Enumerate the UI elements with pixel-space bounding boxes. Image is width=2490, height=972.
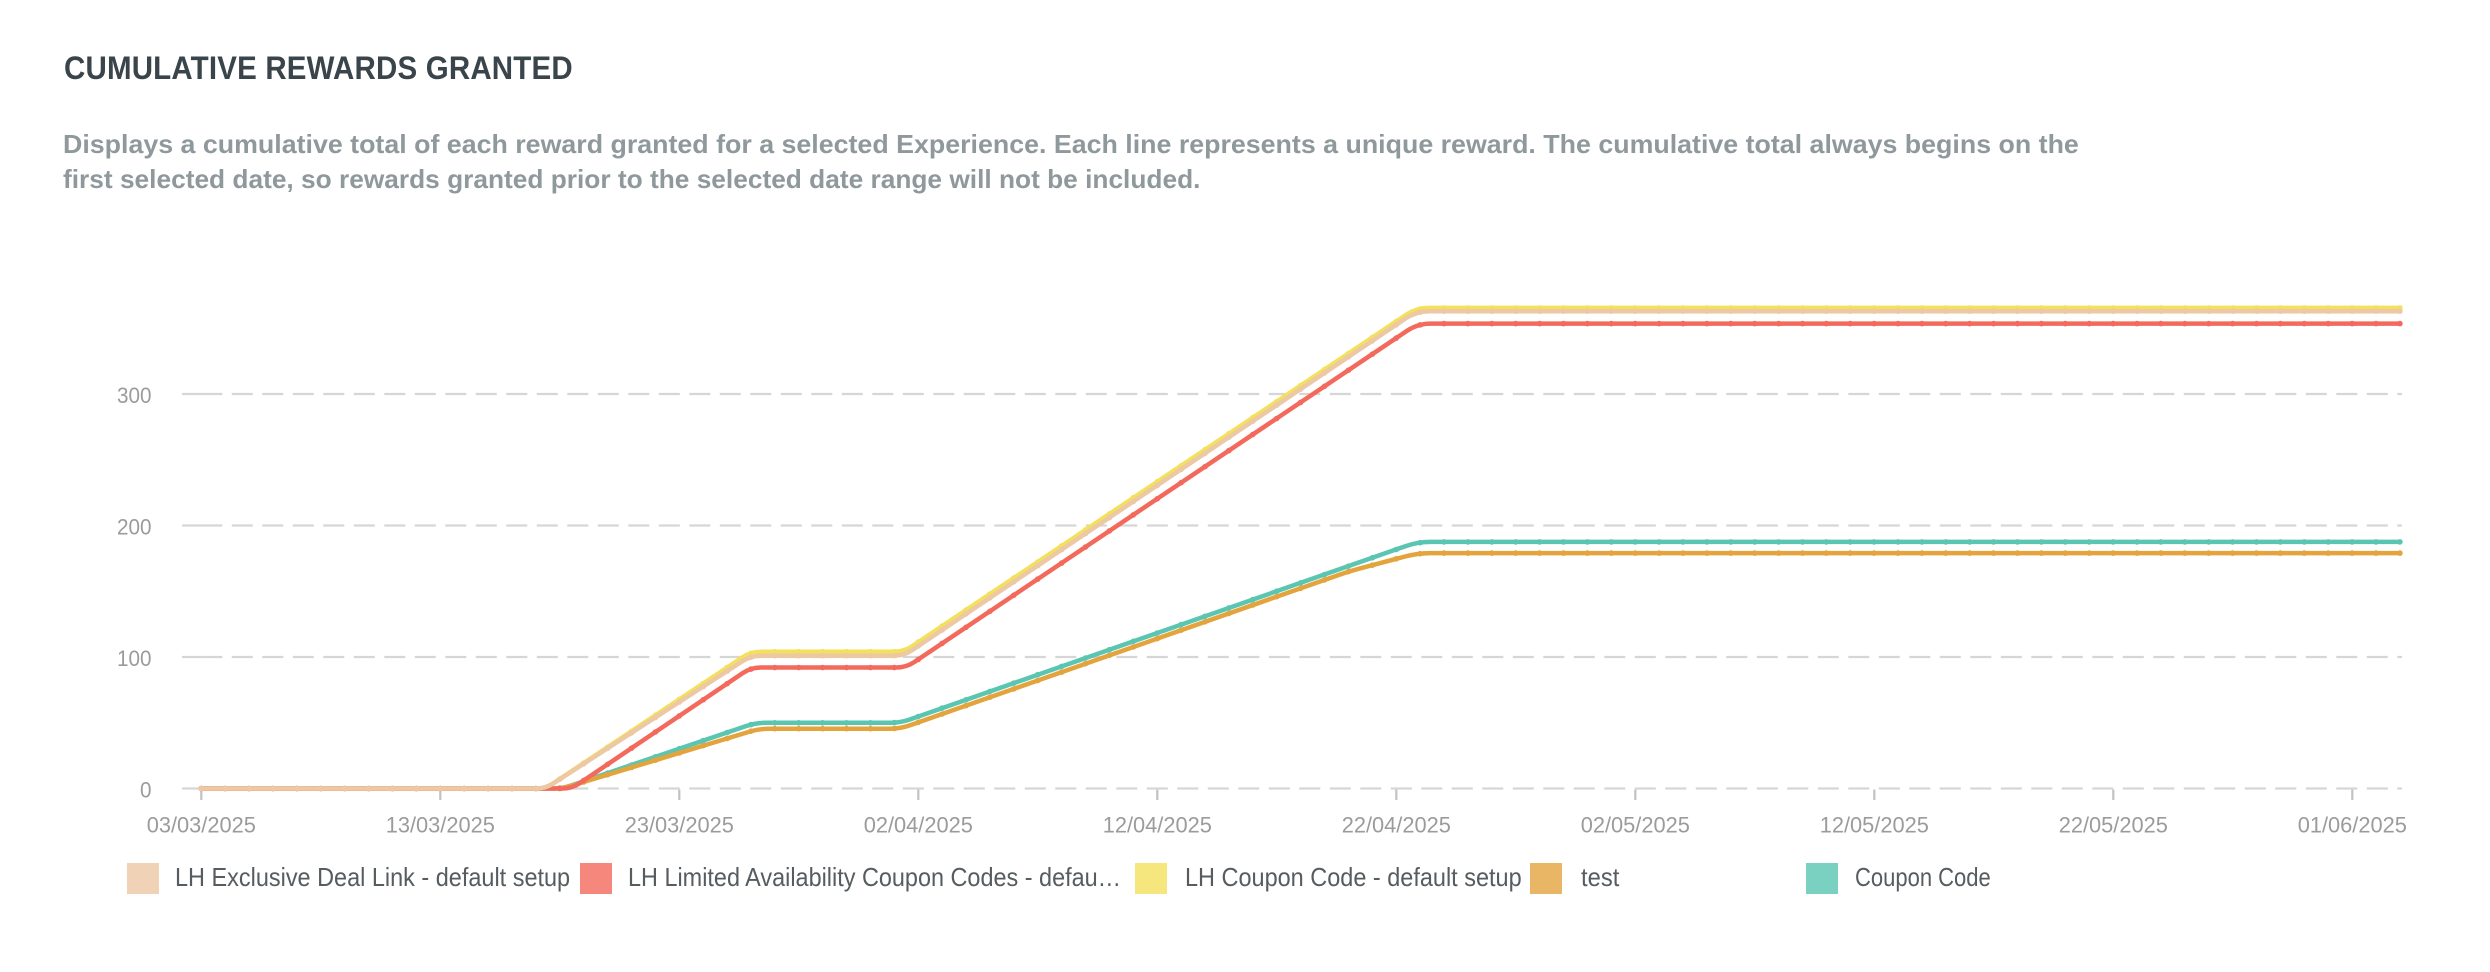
svg-text:12/05/2025: 12/05/2025 — [1820, 813, 1929, 838]
svg-text:200: 200 — [117, 515, 152, 540]
svg-text:300: 300 — [117, 383, 152, 408]
svg-text:01/06/2025: 01/06/2025 — [2298, 813, 2407, 838]
svg-text:02/05/2025: 02/05/2025 — [1581, 813, 1690, 838]
svg-text:100: 100 — [117, 646, 152, 671]
svg-text:02/04/2025: 02/04/2025 — [864, 813, 973, 838]
svg-text:22/05/2025: 22/05/2025 — [2059, 813, 2168, 838]
svg-text:13/03/2025: 13/03/2025 — [386, 813, 495, 838]
svg-text:23/03/2025: 23/03/2025 — [625, 813, 734, 838]
svg-text:0: 0 — [140, 778, 152, 803]
svg-text:03/03/2025: 03/03/2025 — [147, 813, 256, 838]
svg-text:12/04/2025: 12/04/2025 — [1103, 813, 1212, 838]
svg-text:22/04/2025: 22/04/2025 — [1342, 813, 1451, 838]
